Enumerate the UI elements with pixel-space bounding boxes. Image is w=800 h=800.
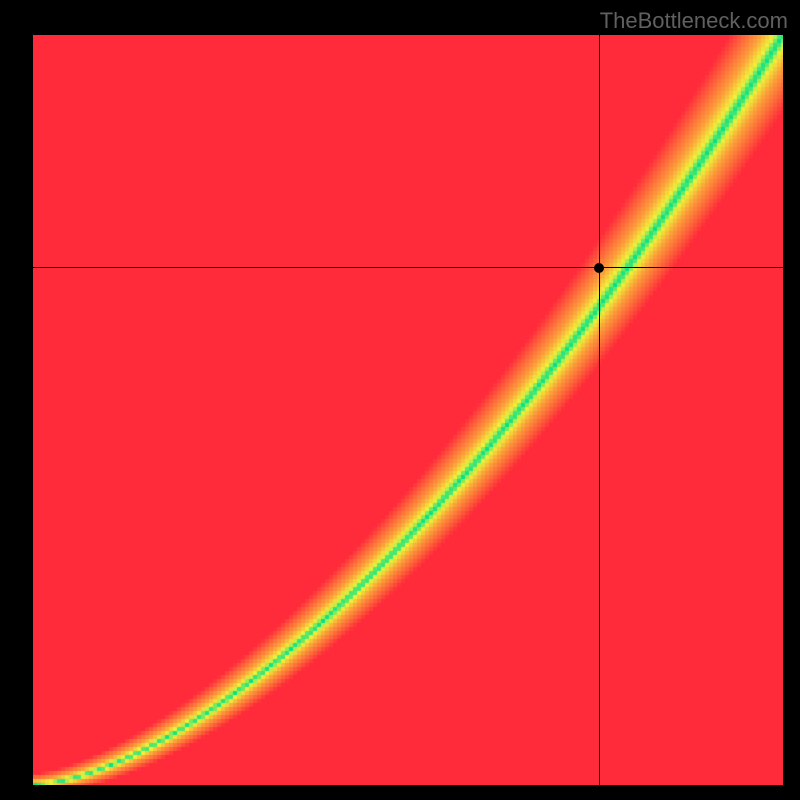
crosshair-vertical	[599, 35, 600, 785]
chart-plot-area	[33, 35, 783, 785]
marker-dot	[594, 263, 604, 273]
watermark-text: TheBottleneck.com	[600, 8, 788, 34]
crosshair-horizontal	[33, 267, 783, 268]
root-container: TheBottleneck.com	[0, 0, 800, 800]
heatmap-canvas	[33, 35, 783, 785]
